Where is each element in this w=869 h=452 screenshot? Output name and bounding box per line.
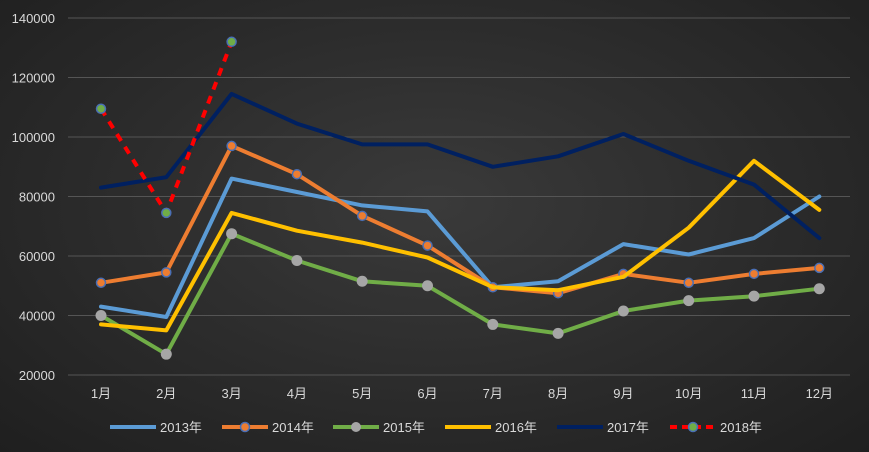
x-tick-label: 6月 (417, 386, 437, 401)
legend-marker (239, 421, 251, 433)
data-point (683, 295, 695, 307)
y-tick-label: 120000 (12, 71, 55, 86)
series-line (99, 158, 822, 333)
legend-label: 2014年 (272, 420, 314, 435)
data-point (226, 140, 237, 152)
legend-label: 2018年 (720, 420, 762, 435)
legend-item: 2013年 (110, 420, 202, 435)
data-point (356, 275, 368, 287)
series-2015年 (95, 228, 825, 360)
data-point (683, 277, 694, 289)
x-tick-label: 12月 (806, 386, 833, 401)
data-point (487, 318, 499, 330)
x-tick-label: 1月 (91, 386, 111, 401)
x-tick-label: 7月 (483, 386, 503, 401)
data-point (617, 305, 629, 317)
y-tick-label: 40000 (19, 309, 55, 324)
data-point (160, 348, 172, 360)
series-2017年 (99, 91, 822, 241)
series-line (99, 176, 822, 319)
x-tick-label: 5月 (352, 386, 372, 401)
y-tick-label: 20000 (19, 368, 55, 383)
data-point (813, 283, 825, 295)
legend-label: 2017年 (607, 420, 649, 435)
y-tick-label: 60000 (19, 249, 55, 264)
data-point (748, 290, 760, 302)
series-2014年 (95, 140, 825, 299)
data-point (552, 327, 564, 339)
data-point (422, 240, 433, 251)
x-tick-label: 3月 (221, 386, 241, 401)
y-tick-label: 140000 (12, 11, 55, 26)
series-2018年 (95, 36, 237, 219)
legend-item: 2016年 (445, 420, 537, 435)
data-point (161, 207, 172, 219)
x-tick-label: 10月 (675, 386, 702, 401)
data-point (226, 36, 237, 48)
data-point (748, 268, 760, 280)
data-point (95, 277, 107, 289)
data-point (291, 168, 303, 180)
legend-marker (687, 421, 699, 433)
y-tick-label: 80000 (19, 190, 55, 205)
y-axis: 20000 40000 60000 80000 100000 120000 140000 (12, 11, 55, 383)
legend-marker (351, 422, 361, 432)
legend-item: 2015年 (333, 420, 425, 435)
data-point (356, 210, 368, 222)
series-line (99, 231, 822, 357)
data-point (291, 254, 303, 266)
series-line (99, 91, 822, 241)
legend-item: 2017年 (557, 420, 649, 435)
x-tick-label: 2月 (156, 386, 176, 401)
legend-item: 2014年 (222, 420, 314, 435)
data-point (814, 262, 825, 274)
data-point (161, 267, 172, 278)
series-2013年 (99, 176, 822, 319)
data-point (95, 103, 107, 114)
legend: 2013年 2014年 2015年 2016年 2017年 2018年 (110, 420, 762, 435)
x-tick-label: 9月 (613, 386, 633, 401)
x-axis: 1月 2月 3月 4月 5月 6月 7月 8月 9月 10月 11月 12月 (91, 386, 833, 401)
legend-label: 2013年 (160, 420, 202, 435)
x-tick-label: 4月 (287, 386, 307, 401)
legend-item: 2018年 (670, 420, 762, 435)
x-tick-label: 8月 (548, 386, 568, 401)
legend-label: 2016年 (495, 420, 537, 435)
series-2016年 (99, 158, 822, 333)
series-lines (95, 36, 825, 360)
data-point (226, 228, 238, 240)
series-line (99, 143, 822, 296)
data-point (422, 280, 433, 292)
x-tick-label: 11月 (741, 386, 768, 401)
y-tick-label: 100000 (12, 130, 55, 145)
data-point (95, 310, 107, 321)
legend-label: 2015年 (383, 420, 425, 435)
